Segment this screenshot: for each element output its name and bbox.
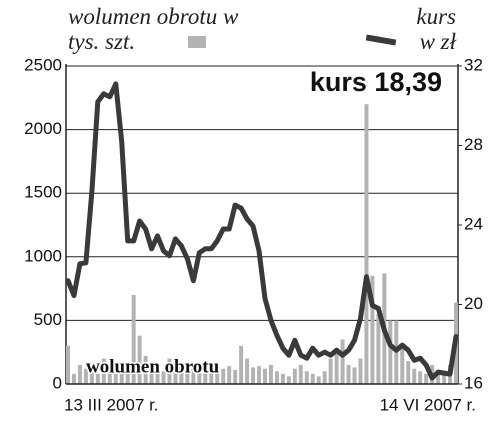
annotation: wolumen obrotu — [86, 356, 220, 377]
bar — [298, 364, 303, 384]
bar — [352, 367, 357, 384]
legend-bar: wolumen obrotu w tys. szt. — [68, 4, 268, 54]
bar — [143, 356, 148, 384]
bar — [113, 363, 118, 384]
y2-tick-label: 32 — [464, 55, 483, 74]
bar — [233, 370, 238, 384]
plot: 0 500 1000 1500 2000 2500 16 20 24 28 32 13 III 200… — [24, 55, 483, 414]
bar — [221, 368, 226, 384]
bar — [137, 335, 142, 384]
bar — [191, 368, 196, 384]
bar — [286, 376, 291, 384]
y2-tick-label: 20 — [464, 294, 483, 313]
bar — [185, 371, 190, 384]
bar — [412, 368, 417, 384]
y-tick-label: 1500 — [24, 183, 62, 202]
bar — [442, 373, 447, 384]
bar — [262, 368, 267, 384]
bar — [424, 373, 429, 384]
bar — [197, 370, 202, 384]
bar — [125, 371, 130, 384]
y-tick-label: 2000 — [24, 119, 62, 138]
bar — [274, 371, 279, 384]
bar — [370, 275, 375, 384]
y-tick-label: 1000 — [24, 246, 62, 265]
bar — [119, 371, 124, 384]
bar — [340, 339, 345, 384]
bar — [334, 352, 339, 384]
bar — [227, 366, 232, 384]
bar — [406, 361, 411, 384]
bar — [280, 373, 285, 384]
x-tick-label: 14 VI 2007 r. — [380, 395, 476, 414]
bar — [155, 368, 160, 384]
x-tick-label: 13 III 2007 r. — [64, 395, 159, 414]
bar — [101, 358, 106, 384]
bar — [364, 104, 369, 384]
bar — [328, 358, 333, 384]
legend-line: kurs w zł — [365, 4, 456, 54]
bar — [167, 358, 172, 384]
bar — [388, 320, 393, 384]
legend-label: wolumen obrotu w tys. szt. — [68, 4, 239, 54]
bar — [179, 366, 184, 384]
bar — [83, 368, 88, 384]
bar — [400, 345, 405, 384]
bar — [209, 367, 214, 384]
bar — [251, 367, 256, 384]
bar — [66, 345, 70, 384]
y2-tick-label: 28 — [464, 135, 483, 154]
bar — [418, 371, 423, 384]
legend-label: kurs w zł — [416, 4, 456, 54]
y-tick-label: 0 — [53, 373, 62, 392]
bar — [376, 314, 381, 384]
bar — [95, 373, 100, 384]
bar — [245, 358, 250, 384]
bar — [239, 345, 244, 384]
bar — [346, 364, 351, 384]
bar — [310, 373, 315, 384]
bar — [203, 368, 208, 384]
annotation: kurs 18,39 — [310, 67, 442, 97]
bar — [436, 371, 441, 384]
bar — [161, 371, 166, 384]
bar — [316, 376, 321, 384]
bar — [77, 364, 82, 384]
y2-tick-label: 24 — [464, 214, 483, 233]
y2-tick-label: 16 — [464, 373, 483, 392]
line — [65, 81, 459, 381]
bar — [131, 294, 136, 384]
bar — [292, 368, 297, 384]
bar — [322, 371, 327, 384]
bar — [149, 364, 154, 384]
bar — [304, 371, 309, 384]
bar — [268, 364, 273, 384]
bar — [89, 371, 94, 384]
y-tick-label: 2500 — [24, 55, 62, 74]
bar — [215, 371, 220, 384]
legend-swatch — [188, 36, 206, 48]
bar — [358, 358, 363, 384]
y-tick-label: 500 — [34, 310, 62, 329]
bar — [257, 366, 262, 384]
bar — [173, 363, 178, 384]
bar — [71, 373, 76, 384]
bar — [107, 368, 112, 384]
